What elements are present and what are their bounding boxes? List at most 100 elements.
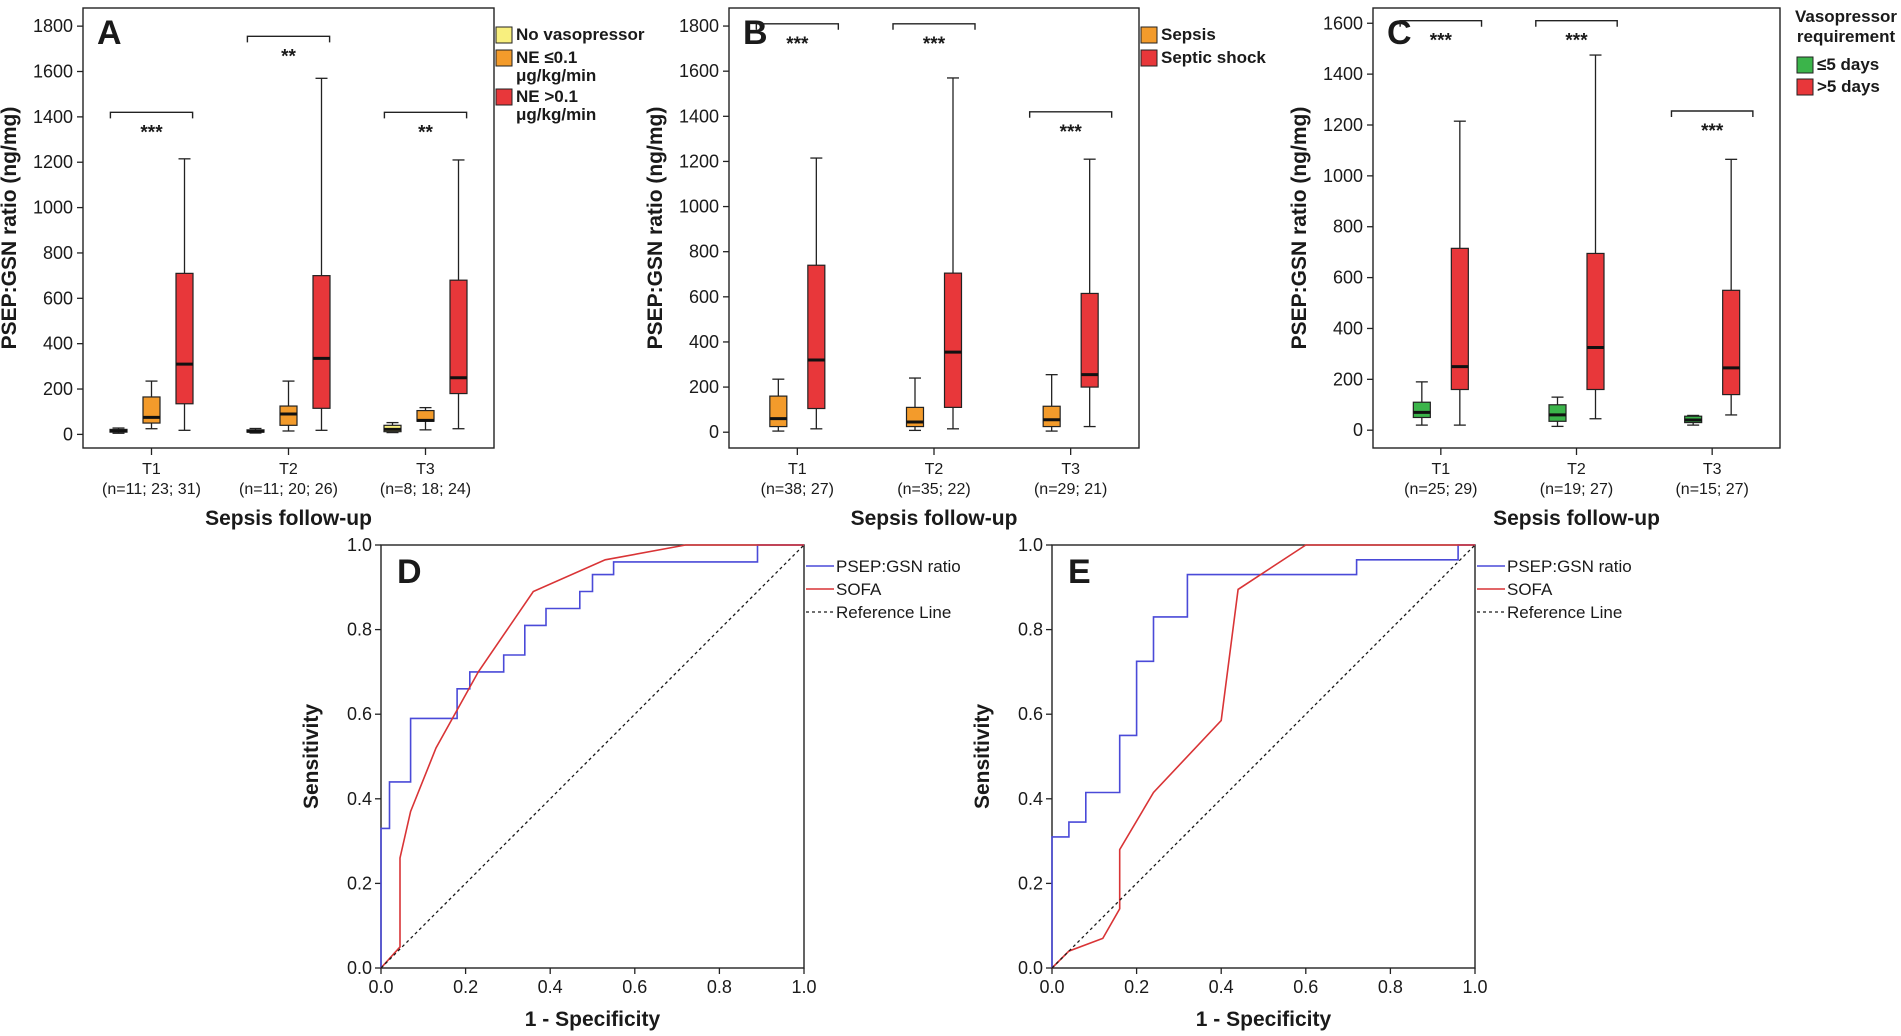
legend-label: ≤5 days (1817, 55, 1879, 74)
significance-stars: *** (140, 122, 163, 143)
y-tick-label: 800 (689, 242, 719, 262)
legend-item: Septic shock (1140, 48, 1266, 67)
bracket-line (246, 35, 331, 43)
legend-title: Vasopressor (1795, 7, 1897, 26)
legend-label: SOFA (836, 580, 882, 599)
significance-bracket: *** (1670, 110, 1754, 142)
x-tick-sample-size: (n=15; 27) (1675, 481, 1748, 498)
y-tick-label: 1000 (679, 197, 719, 217)
legend-item: PSEP:GSN ratio (806, 557, 961, 576)
x-tick-label: 0.4 (538, 977, 563, 997)
box-ne-0-1-g-kg-min (312, 77, 331, 431)
roc-line-sofa (1051, 544, 1475, 969)
legend-item: Reference Line (1477, 603, 1622, 622)
significance-bracket: *** (755, 23, 840, 55)
y-tick-label: 0.2 (1018, 873, 1043, 893)
legend-swatch (495, 88, 513, 106)
y-tick-label: 1200 (33, 152, 73, 172)
legend-item: NE >0.1 μg/kg/min (495, 87, 596, 124)
x-tick-label: 0.6 (1293, 977, 1318, 997)
bracket-line (1028, 111, 1113, 118)
box-iqr (175, 272, 194, 405)
legend-label: SOFA (1507, 580, 1553, 599)
box-iqr (279, 405, 298, 426)
legend-swatch (1796, 78, 1814, 96)
y-tick-label: 600 (1333, 268, 1363, 288)
x-tick-sample-size: (n=38; 27) (761, 481, 834, 498)
legend-swatch (495, 49, 513, 67)
plot-frame (728, 7, 1140, 449)
box-septic-shock (807, 157, 826, 430)
panel-b: B 0 200 400 600 800 1000 1200 1400 1600 1800 PSEP:G… (644, 7, 1140, 530)
y-axis-label: PSEP:GSN ratio (ng/mg) (644, 107, 667, 350)
box-ne-0-1-g-kg-min (416, 406, 435, 431)
box-ne-0-1-g-kg-min (279, 380, 298, 432)
roc-line-psep-gsn-ratio (1051, 544, 1475, 968)
x-tick-label: 0.2 (1124, 977, 1149, 997)
legend-label: Septic shock (1161, 48, 1266, 67)
x-tick-sample-size: (n=8; 18; 24) (380, 481, 471, 498)
x-axis-label: Sepsis follow-up (205, 507, 372, 530)
x-axis-label: Sepsis follow-up (851, 507, 1018, 530)
y-tick-label: 400 (1333, 318, 1363, 338)
legend-label: PSEP:GSN ratio (1507, 557, 1632, 576)
y-tick-label: 600 (689, 287, 719, 307)
legend-swatch (1796, 56, 1814, 74)
legend-item: ≤5 days (1796, 55, 1879, 74)
legend-label: NE >0.1 μg/kg/min (516, 87, 596, 124)
y-axis-label: Sensitivity (300, 704, 323, 809)
x-tick-label: T1 (788, 461, 807, 478)
bracket-line (109, 111, 194, 119)
y-tick-label: 800 (43, 243, 73, 263)
y-tick-label: 0.8 (347, 620, 372, 640)
box-iqr (905, 406, 925, 428)
panel-letter: E (1068, 553, 1091, 591)
y-tick-label: 1600 (33, 62, 73, 82)
x-tick-sample-size: (n=11; 23; 31) (102, 481, 201, 498)
y-tick-label: 600 (43, 288, 73, 308)
panel-letter: C (1387, 14, 1412, 52)
x-axis-label: 1 - Specificity (1196, 1008, 1332, 1031)
y-tick-label: 200 (1333, 369, 1363, 389)
y-tick-label: 0.4 (347, 789, 372, 809)
panel-letter: B (743, 14, 768, 52)
box-iqr (943, 272, 963, 408)
significance-bracket: *** (1399, 20, 1483, 52)
y-tick-label: 0.6 (347, 704, 372, 724)
panel-d: D 0.00.0 0.2 0.2 0.4 0.4 0.6 0.6 0.8 0.8 1.0 1.0 1 -… (300, 535, 817, 1031)
bracket-line (755, 23, 840, 30)
y-axis-label: PSEP:GSN ratio (ng/mg) (1288, 107, 1311, 350)
legend-item: Reference Line (806, 603, 951, 622)
y-tick-label: 1600 (679, 61, 719, 81)
legend-label: NE ≤0.1 μg/kg/min (516, 48, 596, 85)
x-tick-sample-size: (n=11; 20; 26) (239, 481, 338, 498)
roc-line-psep-gsn-ratio (380, 544, 804, 968)
box-sepsis (1042, 374, 1061, 432)
bracket-line (1399, 20, 1483, 27)
x-tick-sample-size: (n=25; 29) (1404, 481, 1477, 498)
legend-label: No vasopressor (516, 25, 645, 44)
panel-letter: D (397, 553, 422, 591)
y-tick-label: 1200 (1323, 115, 1363, 135)
x-tick-sample-size: (n=35; 22) (897, 481, 970, 498)
significance-stars: *** (1565, 31, 1588, 52)
legend-label: >5 days (1817, 77, 1880, 96)
box--5-days (1548, 396, 1567, 428)
x-tick-label: 0.6 (622, 977, 647, 997)
box-no-vasopressor (383, 421, 402, 434)
legend-label: Reference Line (836, 603, 951, 622)
y-tick-label: 0.0 (1018, 958, 1043, 978)
significance-bracket: ** (383, 111, 468, 143)
roc-line-sofa (380, 544, 804, 969)
box--5-days (1412, 381, 1431, 426)
significance-bracket: *** (1535, 20, 1618, 52)
roc-line-reference-line (380, 544, 805, 969)
y-tick-label: 0.0 (347, 958, 372, 978)
x-tick-label: 0.8 (707, 977, 732, 997)
legend-swatch (1140, 26, 1158, 44)
legend-swatch (495, 26, 513, 44)
y-tick-label: 1000 (1323, 166, 1363, 186)
y-axis-label: PSEP:GSN ratio (ng/mg) (0, 107, 21, 350)
y-tick-label: 0 (709, 422, 719, 442)
box--5-days (1684, 414, 1703, 426)
